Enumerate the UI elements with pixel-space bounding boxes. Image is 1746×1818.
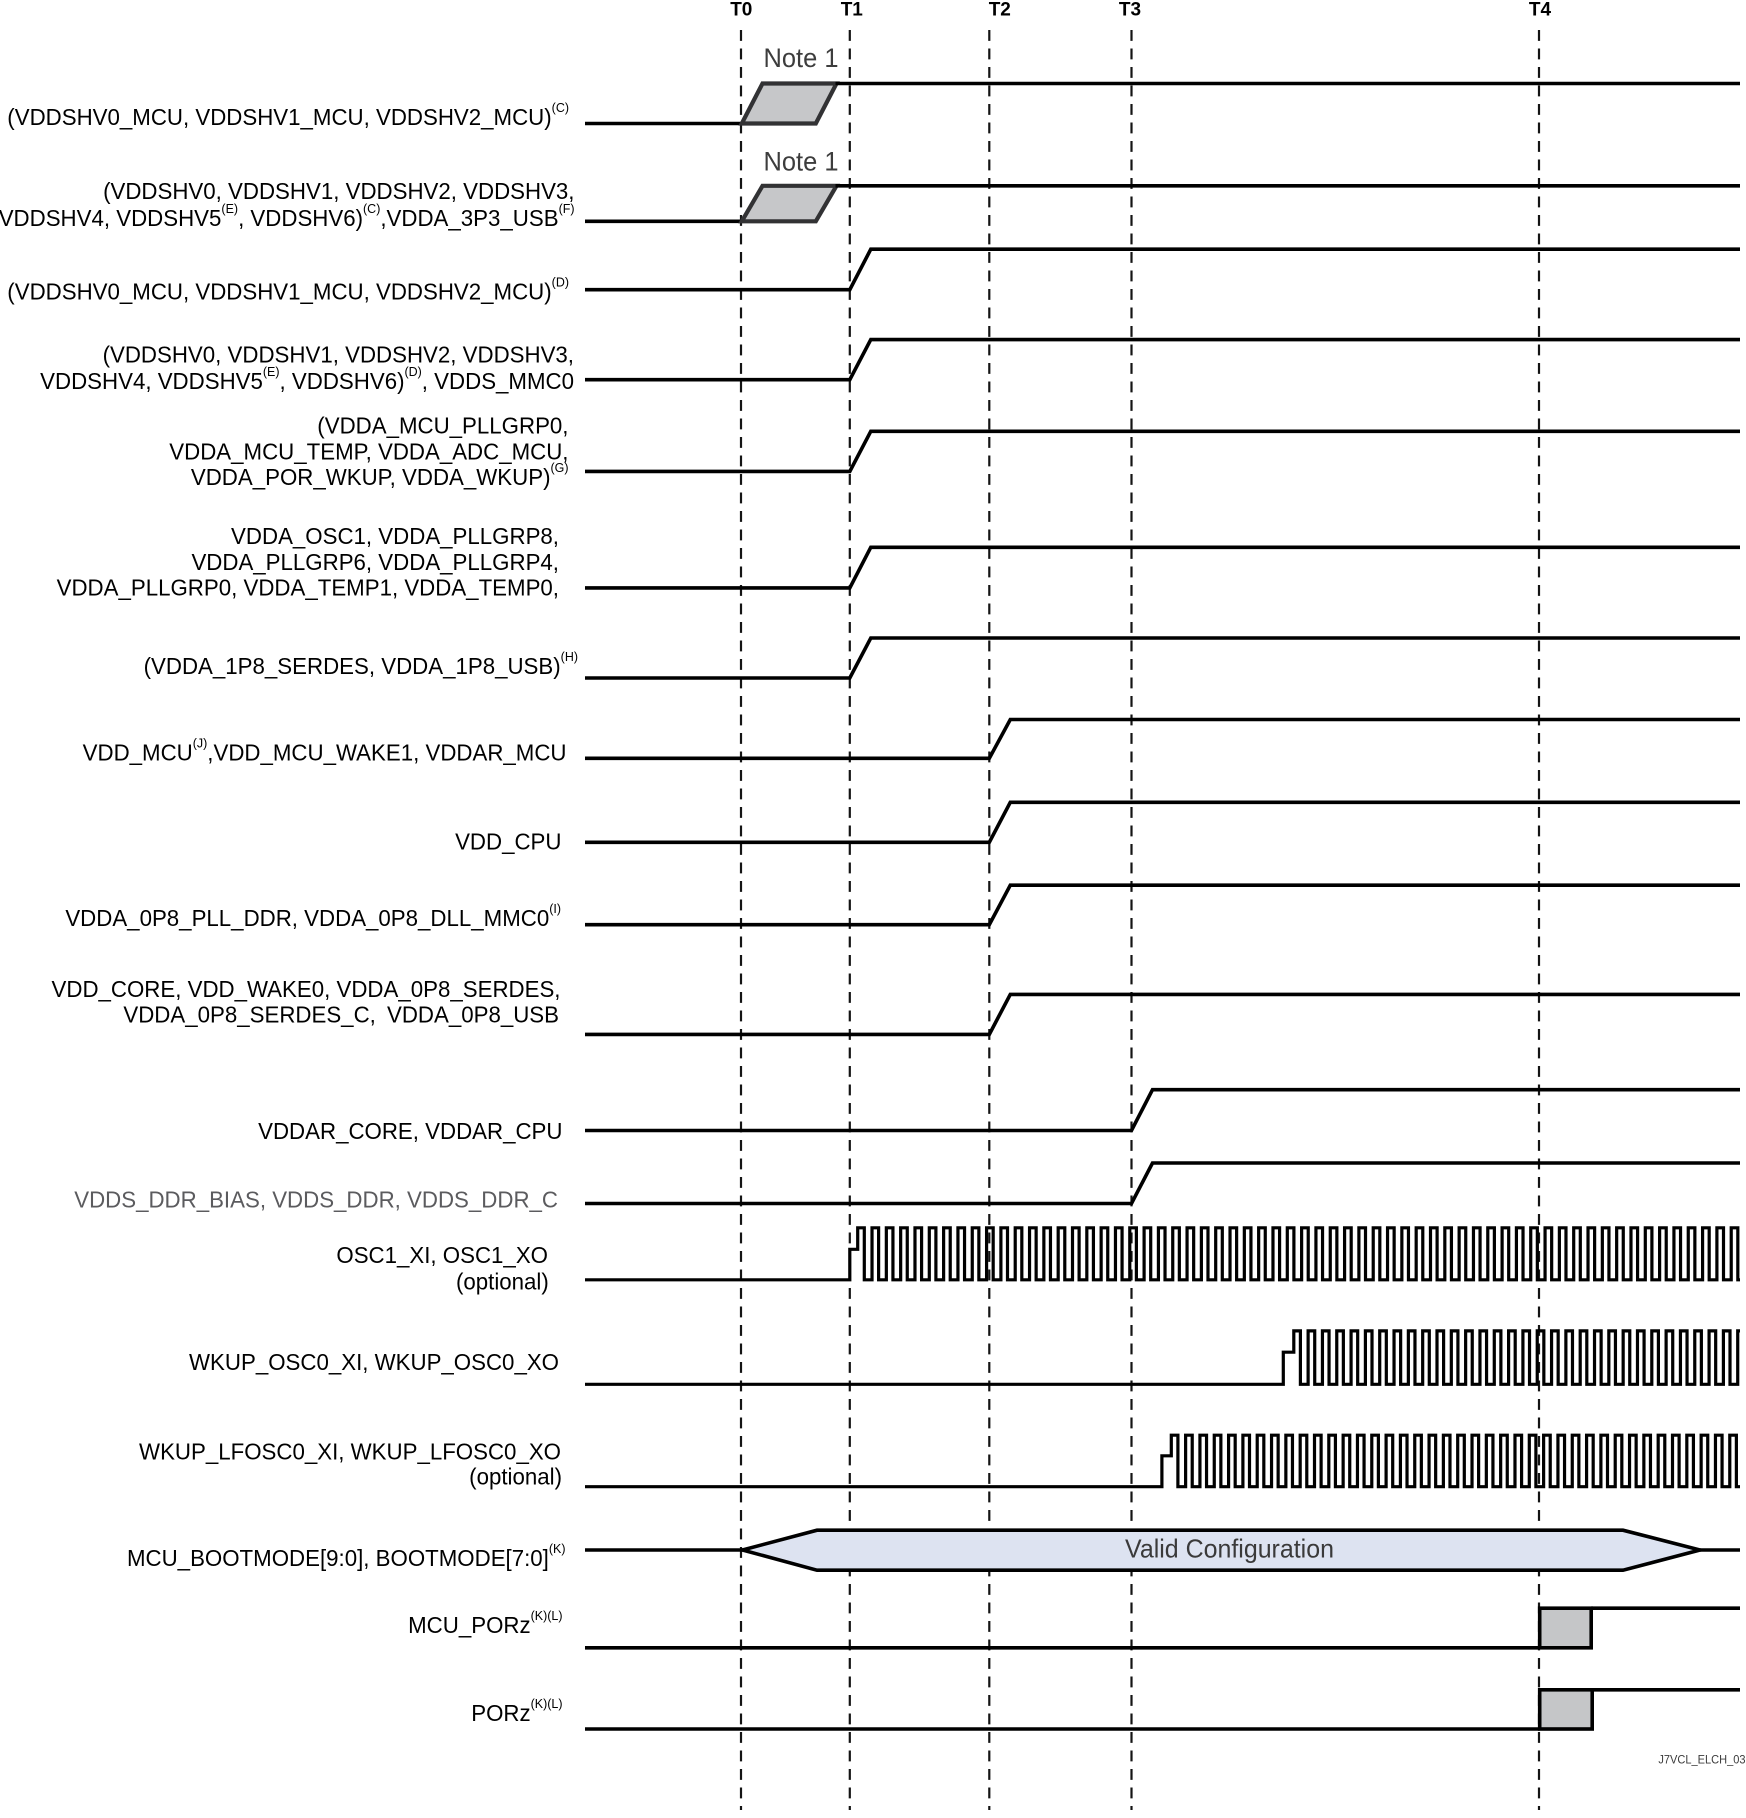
svg-text:T1: T1 [841, 0, 864, 21]
svg-text:VDDSHV4, VDDSHV5(E)​, VDDSHV6): VDDSHV4, VDDSHV5(E)​, VDDSHV6)(C)​,VDDA_… [0, 201, 574, 231]
svg-text:VDDA_0P8_PLL_DDR, VDDA_0P8_DLL: VDDA_0P8_PLL_DDR, VDDA_0P8_DLL_MMC0(I)​ [65, 901, 561, 931]
svg-text:(optional): (optional) [469, 1463, 562, 1490]
svg-text:Note 1: Note 1 [764, 146, 839, 177]
svg-text:(optional): (optional) [456, 1268, 549, 1295]
svg-text:VDDA_MCU_TEMP, VDDA_ADC_MCU,: VDDA_MCU_TEMP, VDDA_ADC_MCU, [169, 438, 568, 465]
svg-text:VDD_CORE, VDD_WAKE0, VDDA_0P8_: VDD_CORE, VDD_WAKE0, VDDA_0P8_SERDES, [52, 976, 561, 1003]
svg-text:T4: T4 [1529, 0, 1552, 21]
svg-text:Valid Configuration: Valid Configuration [1125, 1535, 1334, 1564]
svg-text:VDDA_POR_WKUP, VDDA_WKUP)(G)​: VDDA_POR_WKUP, VDDA_WKUP)(G)​ [191, 460, 569, 490]
svg-text:(VDDA_1P8_SERDES, VDDA_1P8_USB: (VDDA_1P8_SERDES, VDDA_1P8_USB)(H)​ [144, 649, 578, 679]
svg-text:(VDDSHV0_MCU, VDDSHV1_MCU, VDD: (VDDSHV0_MCU, VDDSHV1_MCU, VDDSHV2_MCU)(… [7, 100, 569, 130]
svg-text:OSC1_XI, OSC1_XO: OSC1_XI, OSC1_XO [336, 1241, 548, 1268]
svg-text:(VDDSHV0_MCU, VDDSHV1_MCU, VDD: (VDDSHV0_MCU, VDDSHV1_MCU, VDDSHV2_MCU)(… [7, 274, 569, 304]
svg-text:(VDDSHV0, VDDSHV1, VDDSHV2, VD: (VDDSHV0, VDDSHV1, VDDSHV2, VDDSHV3, [103, 178, 574, 205]
svg-text:(VDDA_MCU_PLLGRP0,: (VDDA_MCU_PLLGRP0, [317, 412, 568, 439]
svg-text:WKUP_LFOSC0_XI, WKUP_LFOSC0_XO: WKUP_LFOSC0_XI, WKUP_LFOSC0_XO [139, 1438, 561, 1465]
svg-text:PORz(K)(L)​: PORz(K)(L)​ [471, 1696, 562, 1726]
svg-text:VDDA_OSC1, VDDA_PLLGRP8,: VDDA_OSC1, VDDA_PLLGRP8, [231, 523, 559, 550]
svg-text:VDDA_PLLGRP6, VDDA_PLLGRP4,: VDDA_PLLGRP6, VDDA_PLLGRP4, [191, 548, 559, 575]
svg-text:VDDA_0P8_SERDES_C, VDDA_0P8_US: VDDA_0P8_SERDES_C, VDDA_0P8_USB [123, 1001, 559, 1028]
svg-text:T0: T0 [730, 0, 752, 21]
svg-text:VDDA_PLLGRP0, VDDA_TEMP1, VDDA: VDDA_PLLGRP0, VDDA_TEMP1, VDDA_TEMP0, [57, 574, 559, 601]
svg-text:VDDSHV4, VDDSHV5(E)​, VDDSHV6): VDDSHV4, VDDSHV5(E)​, VDDSHV6)(D)​, VDDS… [40, 364, 574, 394]
svg-text:WKUP_OSC0_XI, WKUP_OSC0_XO: WKUP_OSC0_XI, WKUP_OSC0_XO [189, 1349, 559, 1376]
svg-text:Note 1: Note 1 [764, 43, 839, 74]
svg-text:(VDDSHV0, VDDSHV1, VDDSHV2, VD: (VDDSHV0, VDDSHV1, VDDSHV2, VDDSHV3, [103, 341, 574, 368]
svg-text:MCU_BOOTMODE[9:0], BOOTMODE[7:: MCU_BOOTMODE[9:0], BOOTMODE[7:0](K)​ [127, 1541, 566, 1571]
svg-text:J7VCL_ELCH_03: J7VCL_ELCH_03 [1658, 1755, 1745, 1767]
svg-text:VDDAR_CORE, VDDAR_CPU: VDDAR_CORE, VDDAR_CPU [258, 1118, 562, 1145]
svg-text:VDD_MCU(J)​,VDD_MCU_WAKE1, VDD: VDD_MCU(J)​,VDD_MCU_WAKE1, VDDAR_MCU [83, 735, 567, 765]
svg-text:VDD_CPU: VDD_CPU [455, 828, 561, 855]
svg-text:T2: T2 [989, 0, 1011, 21]
svg-text:MCU_PORz(K)(L)​: MCU_PORz(K)(L)​ [408, 1608, 562, 1638]
svg-text:VDDS_DDR_BIAS, VDDS_DDR, VDDS_: VDDS_DDR_BIAS, VDDS_DDR, VDDS_DDR_C [74, 1186, 558, 1213]
svg-text:T3: T3 [1119, 0, 1141, 21]
